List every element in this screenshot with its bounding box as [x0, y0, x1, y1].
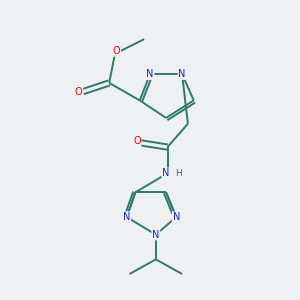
Text: H: H	[175, 169, 182, 178]
Text: N: N	[152, 230, 160, 240]
Text: N: N	[146, 69, 154, 79]
Text: O: O	[75, 87, 83, 97]
Text: N: N	[123, 212, 130, 222]
Text: N: N	[178, 69, 186, 79]
Text: N: N	[172, 212, 180, 222]
Text: O: O	[133, 136, 141, 146]
Text: N: N	[162, 168, 170, 178]
Text: O: O	[112, 46, 120, 56]
